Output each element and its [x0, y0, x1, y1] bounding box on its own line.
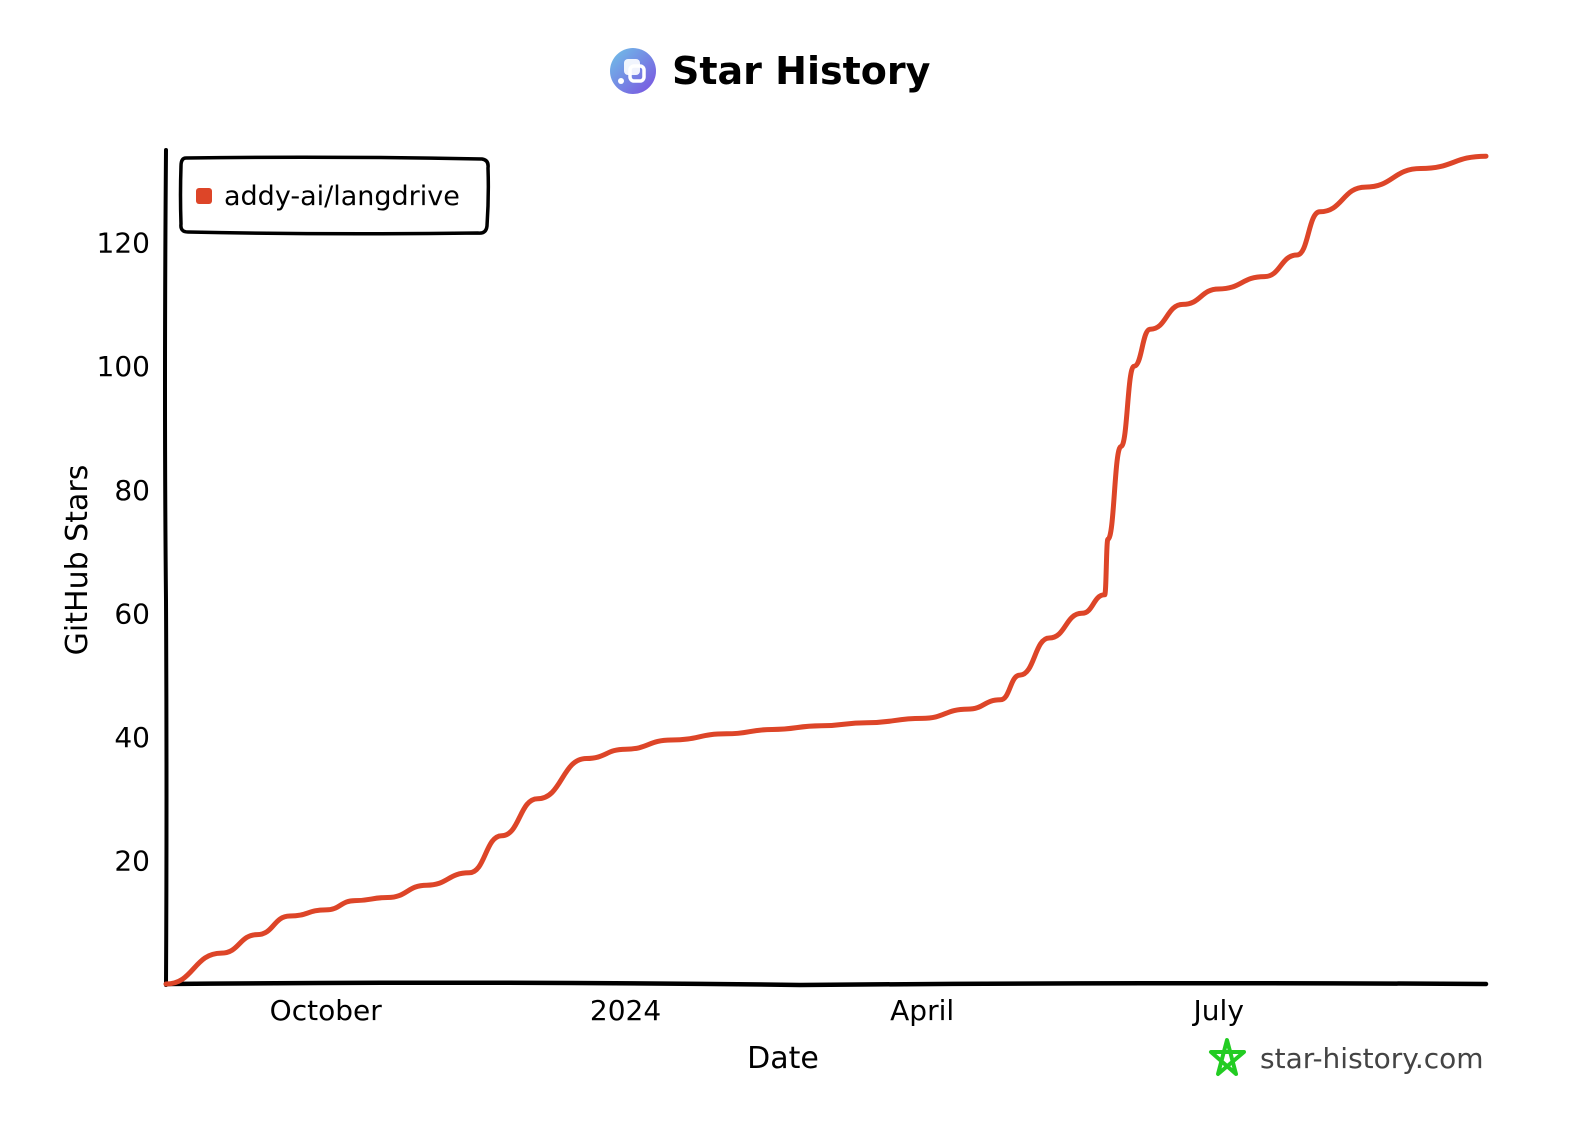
x-axis-line [163, 980, 1489, 988]
chart-header: Star History [610, 48, 931, 94]
x-tick-label: October [270, 994, 383, 1027]
legend-series-label: addy-ai/langdrive [224, 181, 460, 212]
axes [163, 148, 1489, 988]
series-line [163, 153, 1489, 987]
watermark: star-history.com [1209, 1038, 1484, 1076]
y-tick-label: 120 [97, 227, 150, 260]
legend-box [178, 155, 491, 236]
star-outline-icon [1209, 1038, 1246, 1076]
y-tick-label: 20 [114, 844, 150, 877]
y-axis-title: GitHub Stars [60, 465, 95, 656]
watermark-text: star-history.com [1260, 1042, 1484, 1075]
x-tick-label: July [1192, 994, 1244, 1027]
legend-swatch [196, 188, 212, 204]
series-layer [163, 153, 1489, 987]
x-tick-label: 2024 [590, 994, 661, 1027]
x-tick-label: April [890, 994, 954, 1027]
y-tick-label: 100 [97, 350, 150, 383]
x-axis-title: Date [747, 1041, 819, 1076]
y-tick-label: 40 [114, 721, 150, 754]
star-history-logo-icon [610, 48, 656, 94]
chart-title: Star History [672, 49, 931, 93]
y-axis-ticks: 20 40 60 80 100 120 [97, 227, 150, 878]
y-axis-line [163, 148, 169, 987]
y-tick-label: 60 [114, 597, 150, 630]
legend: addy-ai/langdrive [178, 155, 491, 236]
x-axis-ticks: October 2024 April July [270, 994, 1244, 1027]
y-tick-label: 80 [114, 474, 150, 507]
